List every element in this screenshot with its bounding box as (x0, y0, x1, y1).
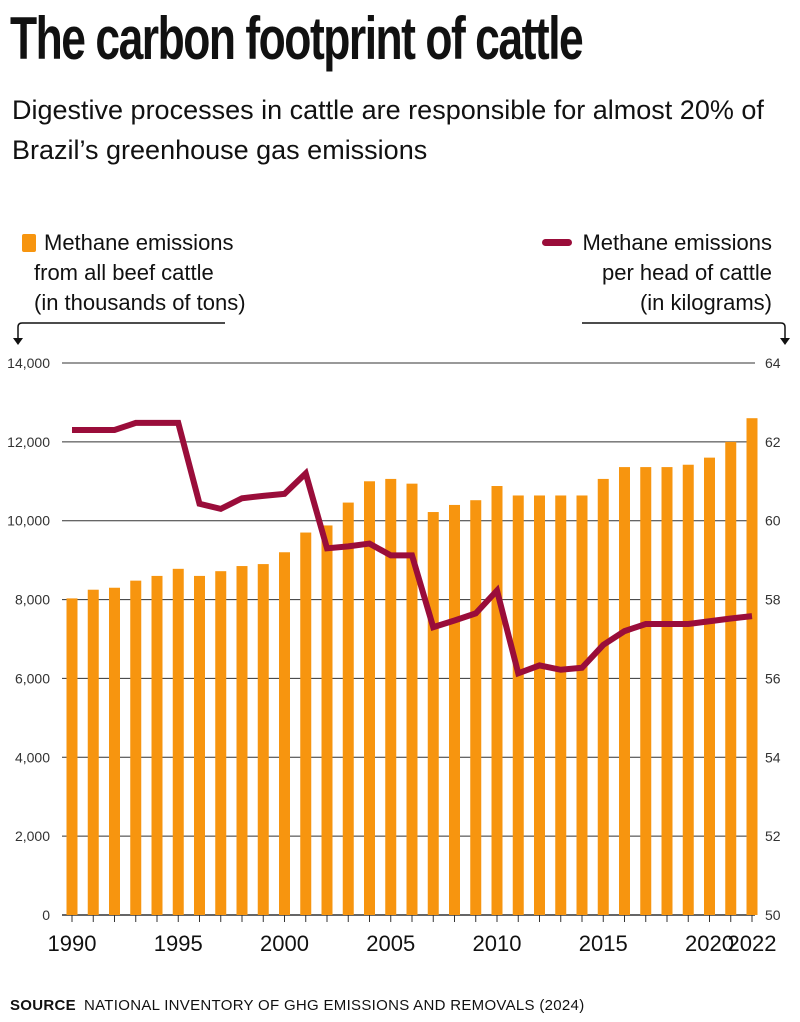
right-axis-arrow-icon (582, 322, 786, 340)
bar (172, 568, 184, 915)
legend-line-line2: per head of cattle (601, 260, 772, 285)
bar (151, 575, 163, 915)
bar (87, 589, 99, 915)
legend-line-line3: (in kilograms) (639, 290, 772, 315)
bar (725, 441, 737, 915)
y-left-tick-label: 8,000 (15, 592, 50, 608)
y-right-tick-label: 54 (765, 749, 781, 765)
bar (66, 598, 78, 915)
y-right-tick-label: 52 (765, 828, 781, 844)
bar (512, 495, 524, 915)
bar (449, 504, 460, 915)
source-note: SOURCE NATIONAL INVENTORY OF GHG EMISSION… (10, 997, 585, 1014)
x-tick-label: 2000 (260, 931, 309, 956)
bar (427, 512, 439, 915)
bar (640, 467, 652, 915)
bar (576, 495, 588, 915)
x-tick-label: 1995 (154, 931, 203, 956)
bar (385, 478, 397, 915)
legend-bars-line1: Methane emissions (44, 230, 234, 255)
bar (279, 552, 290, 915)
y-left-tick-label: 2,000 (15, 828, 50, 844)
bar (597, 478, 609, 915)
y-left-tick-label: 12,000 (7, 434, 50, 450)
y-left-tick-label: 0 (42, 907, 50, 923)
y-left-tick-label: 10,000 (7, 513, 50, 529)
bar (130, 580, 142, 915)
y-right-tick-label: 58 (765, 592, 781, 608)
source-label: SOURCE (10, 997, 76, 1014)
bar (704, 457, 715, 915)
legend-bars: Methane emissions from all beef cattle (… (22, 228, 246, 318)
bar (300, 532, 312, 915)
chart-title: The carbon footprint of cattle (10, 5, 584, 72)
bar (491, 486, 503, 915)
bar-swatch-icon (22, 234, 36, 252)
y-right-tick-label: 56 (765, 670, 781, 686)
legend-bars-line3: (in thousands of tons) (34, 290, 246, 315)
y-right-tick-label: 50 (765, 907, 781, 923)
bar (406, 483, 418, 915)
bar (109, 587, 120, 915)
legend-bars-line2: from all beef cattle (34, 260, 214, 285)
source-text: NATIONAL INVENTORY OF GHG EMISSIONS AND … (83, 997, 585, 1014)
legend-line: Methane emissions per head of cattle (in… (542, 228, 772, 318)
y-left-tick-label: 14,000 (7, 355, 50, 371)
line-swatch-icon (542, 239, 573, 246)
bar (682, 464, 694, 915)
bar (661, 467, 673, 915)
bar (534, 495, 545, 915)
bar (215, 571, 227, 915)
x-tick-label: 1990 (48, 931, 97, 956)
left-arrowhead-icon (13, 338, 23, 345)
bar (236, 566, 248, 915)
y-left-tick-label: 4,000 (15, 749, 50, 765)
left-axis-arrow-icon (17, 322, 225, 340)
y-right-tick-label: 62 (765, 434, 781, 450)
bar (364, 481, 375, 915)
bar (342, 502, 354, 915)
x-tick-label: 2020 (685, 931, 734, 956)
bar (555, 495, 567, 915)
bar (746, 418, 758, 915)
x-tick-label: 2022 (728, 931, 777, 956)
y-right-tick-label: 60 (765, 513, 781, 529)
chart-subtitle: Digestive processes in cattle are respon… (12, 95, 764, 165)
legend-line-line1: Methane emissions (582, 230, 772, 255)
x-tick-label: 2005 (366, 931, 415, 956)
y-right-tick-label: 64 (765, 355, 781, 371)
right-arrowhead-icon (780, 338, 790, 345)
x-tick-label: 2015 (579, 931, 628, 956)
x-tick-label: 2010 (473, 931, 522, 956)
bar (321, 525, 333, 915)
bar (470, 500, 482, 915)
bar (257, 564, 269, 915)
y-left-tick-label: 6,000 (15, 670, 50, 686)
bar (194, 575, 205, 915)
bar (619, 467, 630, 915)
